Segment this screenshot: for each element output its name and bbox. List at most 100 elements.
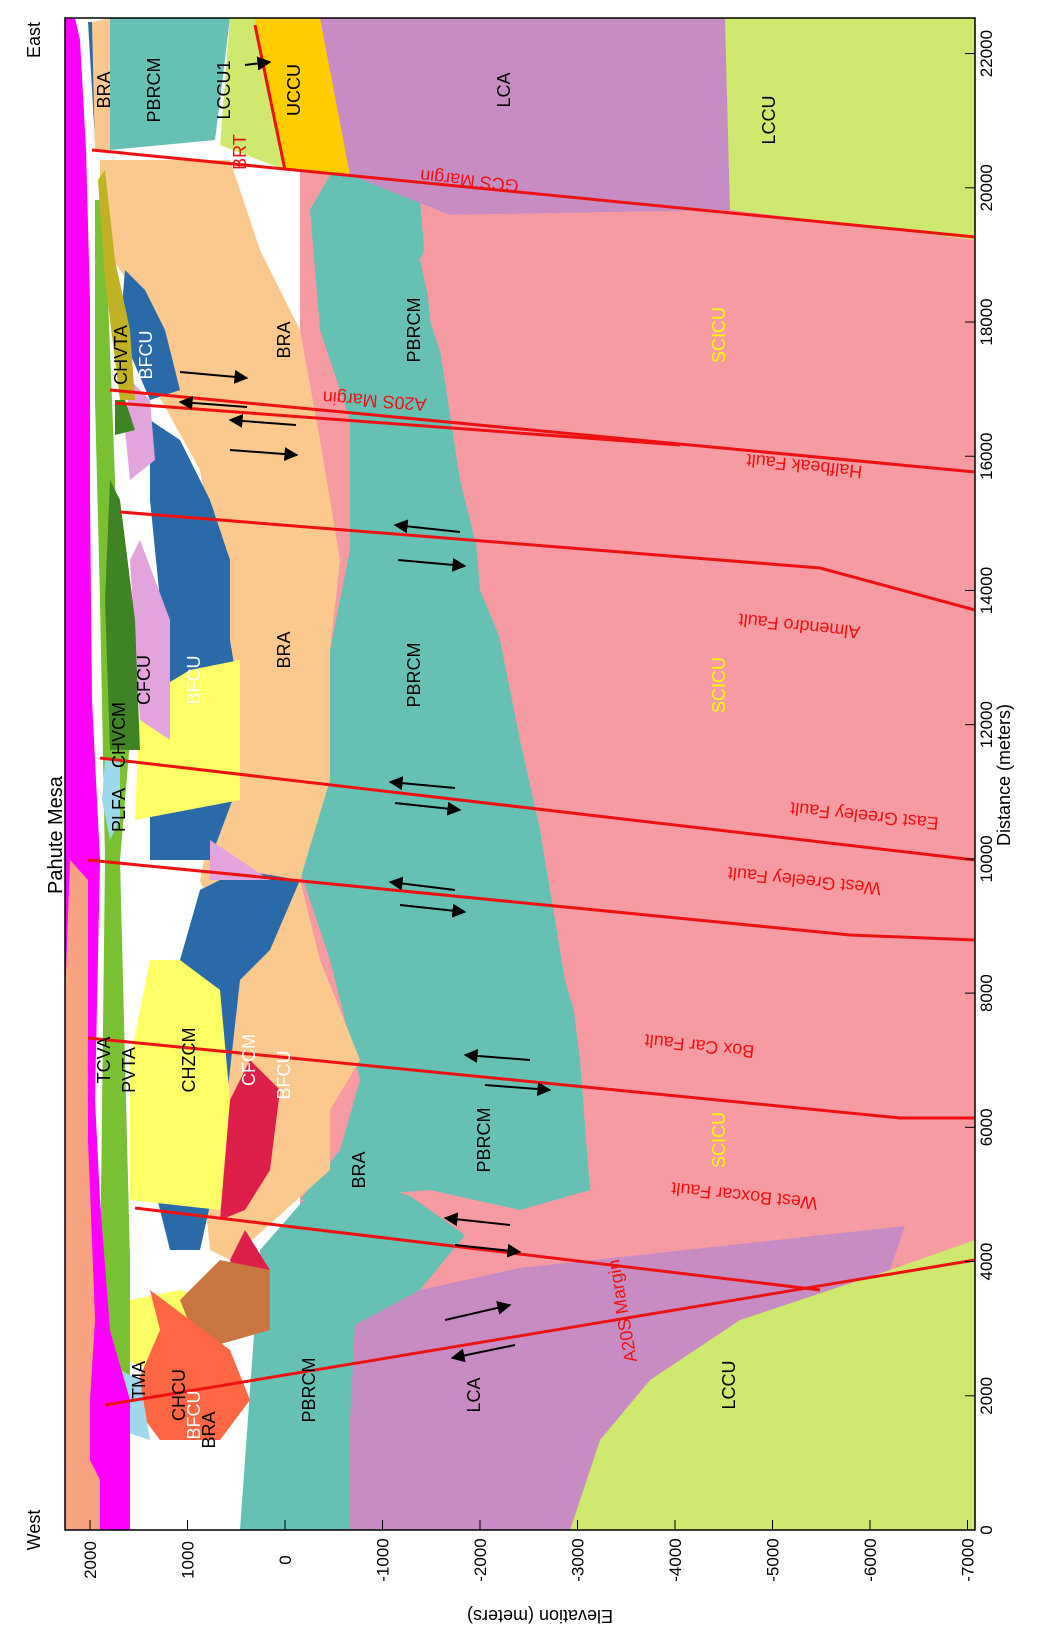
unit-chcu-orange: [130, 1290, 250, 1440]
plot-border: [64, 17, 976, 1531]
axis-ticks: 0 2000 4000 6000 8000 10000 12000 14000 16000 180…: [24, 22, 1014, 1626]
unit-label: LCA: [464, 1377, 484, 1412]
unit-label: PBRCM: [299, 1357, 319, 1422]
fault-west-greeley: [87, 858, 976, 942]
fault-motion-arrow: [178, 395, 248, 410]
unit-label: PBRCM: [144, 57, 164, 122]
unit-label: PLFA: [109, 788, 129, 832]
y-tick-label: -2000: [471, 1538, 490, 1581]
fault-motion-arrow: [463, 1048, 531, 1063]
y-tick-label: -6000: [861, 1538, 880, 1581]
fault-halfbeak: [109, 388, 976, 474]
unit-label: BRA: [274, 321, 294, 358]
fault-gcs: [91, 148, 976, 239]
x-tick-label: 8000: [977, 974, 996, 1012]
y-axis-title: Elevation (meters): [467, 1606, 613, 1626]
unit-label: BRA: [199, 1411, 219, 1448]
x-tick-label: 20000: [977, 164, 996, 211]
fault-motion-arrow: [394, 801, 462, 816]
unit-label: BFCU: [184, 1391, 204, 1440]
unit-label: LCCU: [759, 95, 779, 144]
unit-pbrcm-central: [300, 140, 600, 1210]
x-tick-label: 4000: [977, 1243, 996, 1281]
unit-label: TCVA: [94, 1037, 114, 1084]
unit-plfa: [102, 760, 120, 840]
x-tick-label: 6000: [977, 1108, 996, 1146]
unit-scicu-east: [420, 210, 975, 1240]
x-tick-label: 14000: [977, 567, 996, 614]
unit-label: BRT: [230, 134, 250, 170]
unit-chzcm: [130, 960, 230, 1210]
fault-west-boxcar: [134, 1206, 821, 1292]
unit-lca-ne: [320, 18, 730, 215]
unit-chvta: [98, 170, 135, 400]
fault-motion-arrow: [397, 557, 467, 572]
unit-label: SCICU: [709, 657, 729, 713]
unit-label: BRA: [274, 631, 294, 668]
y-tick-label: -7000: [959, 1538, 978, 1581]
unit-pbrcm-west: [240, 1170, 465, 1530]
unit-lccu-ne: [725, 18, 975, 240]
unit-label: CFCM: [239, 1034, 259, 1086]
x-tick-label: 10000: [977, 835, 996, 882]
fault-motion-arrow: [399, 903, 467, 918]
fault-almendro: [119, 510, 976, 612]
unit-label: BFCU: [136, 331, 156, 380]
unit-label: PVTA: [119, 1047, 139, 1093]
x-tick-label: 18000: [977, 298, 996, 345]
unit-label: CHVCM: [109, 702, 129, 768]
y-tick-label: 2000: [81, 1541, 100, 1579]
fault-motion-arrow: [229, 447, 299, 462]
unit-label: BFCU: [274, 1051, 294, 1100]
east-label: East: [24, 22, 44, 58]
unit-cfcu-a: [210, 840, 270, 880]
unit-lccu1: [220, 18, 285, 170]
fault-motion-arrow: [393, 519, 461, 534]
west-label: West: [24, 1510, 44, 1551]
fault-brt: [253, 24, 287, 171]
fault-motion-arrow: [444, 1301, 512, 1321]
fault-motion-arrow: [228, 413, 297, 428]
unit-bfcu-c: [120, 270, 180, 400]
unit-label: UCCU: [284, 64, 304, 116]
fault-box-car: [87, 1036, 975, 1120]
x-tick-label: 16000: [977, 433, 996, 480]
unit-label: LCCU1: [214, 60, 234, 119]
unit-brown: [180, 1260, 270, 1350]
fault-motion-arrow: [244, 56, 272, 71]
fault-a20s-west: [104, 1258, 976, 1407]
fault-motion-arrow: [454, 1243, 522, 1258]
fault-motion-arrow: [179, 369, 249, 384]
fault-motion-arrow: [388, 876, 456, 891]
fault-motion-arrow: [450, 1344, 516, 1363]
unit-tcva: [65, 860, 100, 1530]
unit-label: BRA: [94, 71, 114, 108]
unit-label: PBRCM: [474, 1107, 494, 1172]
unit-chvcm-b: [115, 400, 135, 435]
unit-label: LCA: [494, 72, 514, 107]
y-tick-label: 0: [276, 1555, 295, 1564]
unit-label: CFCU: [134, 655, 154, 705]
y-tick-label: -3000: [569, 1538, 588, 1581]
unit-cfcu-b: [130, 540, 170, 740]
unit-chvcm: [105, 480, 140, 750]
y-tick-label: 1000: [179, 1541, 198, 1579]
x-axis-title: Distance (meters): [994, 704, 1014, 846]
place-label: Pahute Mesa: [45, 775, 67, 894]
unit-label: TMA: [129, 1361, 149, 1399]
unit-label: LCCU: [719, 1360, 739, 1409]
unit-label: BRA: [349, 1151, 369, 1188]
y-tick-label: -4000: [666, 1538, 685, 1581]
fault-motion-arrow: [443, 1212, 511, 1227]
unit-label: BFCU: [184, 656, 204, 705]
y-tick-label: -1000: [374, 1538, 393, 1581]
fault-east-greeley: [99, 756, 976, 862]
unit-label: PBRCM: [404, 297, 424, 362]
y-tick-label: -5000: [764, 1538, 783, 1581]
fault-a20s-east: [114, 401, 681, 447]
unit-label: SCICU: [709, 307, 729, 363]
x-tick-label: 12000: [977, 701, 996, 748]
unit-cfcm: [220, 1060, 280, 1220]
x-tick-label: 2000: [977, 1377, 996, 1415]
